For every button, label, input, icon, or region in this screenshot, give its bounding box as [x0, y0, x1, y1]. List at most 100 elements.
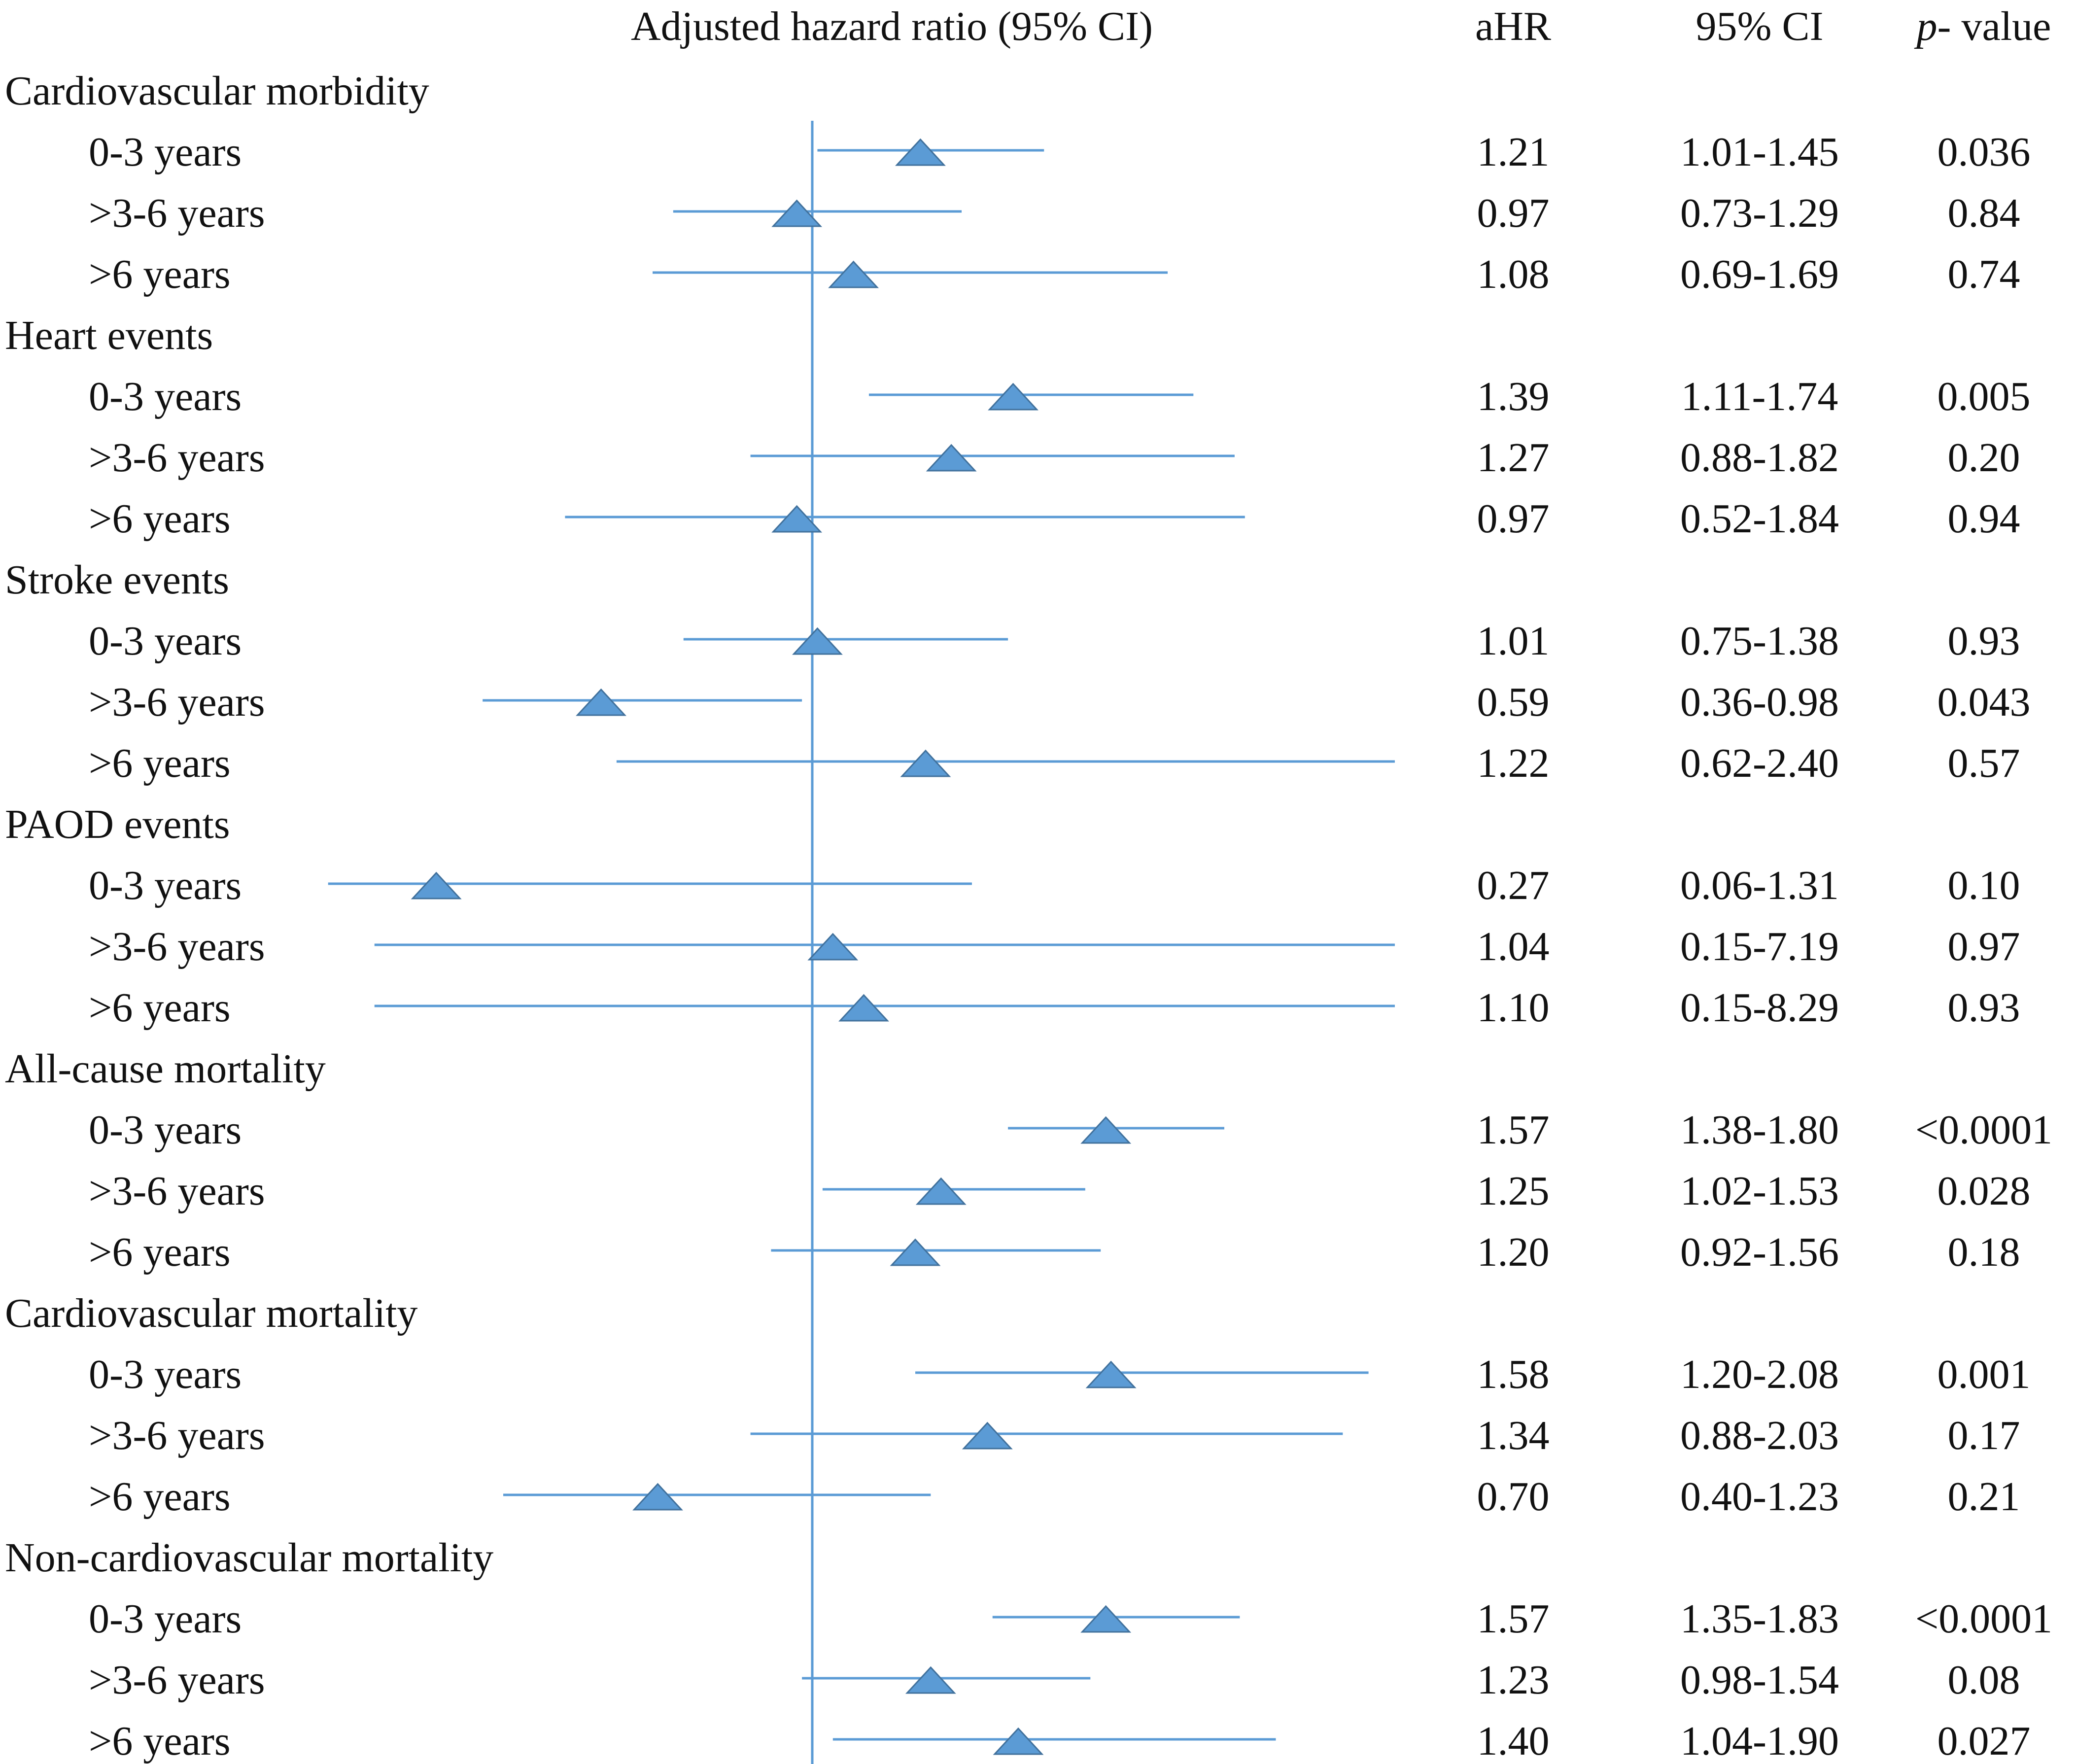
ci-value: 1.35-1.83	[1680, 1596, 1839, 1642]
row-label: >6 years	[89, 985, 231, 1031]
row-label: >6 years	[89, 496, 231, 542]
ahr-value: 1.34	[1477, 1413, 1550, 1458]
p-value: 0.001	[1937, 1351, 2031, 1397]
ci-value: 0.06-1.31	[1680, 863, 1839, 908]
hr-marker	[771, 199, 823, 227]
row-label: >3-6 years	[89, 1168, 265, 1214]
hr-marker	[1080, 1116, 1132, 1144]
row-label: 0-3 years	[89, 374, 242, 419]
hr-marker	[828, 260, 879, 288]
hr-marker	[1085, 1360, 1137, 1388]
group-label: Stroke events	[5, 557, 229, 603]
row-label: >3-6 years	[89, 679, 265, 725]
row-label: >3-6 years	[89, 1657, 265, 1703]
group-label: Non-cardiovascular mortality	[5, 1535, 494, 1581]
hr-marker	[988, 382, 1038, 411]
ci-value: 0.88-2.03	[1680, 1413, 1839, 1458]
row-label: 0-3 years	[89, 1107, 242, 1153]
p-value: 0.93	[1947, 985, 2020, 1031]
ci-value: 0.40-1.23	[1680, 1474, 1839, 1520]
hr-marker	[993, 1727, 1044, 1755]
p-value: 0.21	[1947, 1474, 2020, 1520]
hr-marker	[915, 1177, 967, 1205]
header-p-value: p- value	[1873, 6, 2076, 47]
ci-value: 1.02-1.53	[1680, 1168, 1839, 1214]
ahr-value: 1.10	[1477, 985, 1550, 1031]
hr-marker	[807, 933, 859, 961]
ahr-value: 1.23	[1477, 1657, 1550, 1703]
hr-marker	[890, 1238, 941, 1266]
ci-value: 1.11-1.74	[1681, 374, 1838, 419]
ahr-value: 1.39	[1477, 374, 1550, 419]
hr-marker	[632, 1483, 683, 1511]
row-label: >3-6 years	[89, 924, 265, 969]
row-label: >3-6 years	[89, 435, 265, 481]
hr-marker	[962, 1421, 1013, 1450]
group-label: Heart events	[5, 312, 213, 358]
hr-marker	[771, 505, 823, 533]
p-value: 0.08	[1947, 1657, 2020, 1703]
row-label: >6 years	[89, 1229, 231, 1275]
p-value: <0.0001	[1915, 1596, 2053, 1642]
ahr-value: 1.58	[1477, 1351, 1550, 1397]
hr-marker	[838, 994, 889, 1022]
hr-marker	[905, 1666, 956, 1694]
ahr-value: 1.57	[1477, 1107, 1550, 1153]
ci-value: 0.75-1.38	[1680, 618, 1839, 664]
row-label: >6 years	[89, 251, 231, 297]
group-label: All-cause mortality	[5, 1046, 326, 1092]
row-label: 0-3 years	[89, 1351, 242, 1397]
hr-marker	[895, 138, 946, 166]
hr-marker	[792, 627, 843, 655]
group-label: Cardiovascular mortality	[5, 1290, 418, 1336]
ahr-value: 1.08	[1477, 251, 1550, 297]
p-value: 0.17	[1947, 1413, 2020, 1458]
p-value: 0.93	[1947, 618, 2020, 664]
ahr-value: 1.01	[1477, 618, 1550, 664]
p-value: 0.027	[1937, 1718, 2031, 1764]
header-p-suffix: value	[1951, 3, 2051, 49]
p-value: 0.005	[1937, 374, 2031, 419]
ahr-value: 0.97	[1477, 190, 1550, 236]
ci-value: 0.73-1.29	[1680, 190, 1839, 236]
ahr-value: 1.20	[1477, 1229, 1550, 1275]
ahr-value: 1.40	[1477, 1718, 1550, 1764]
row-label: 0-3 years	[89, 1596, 242, 1642]
header-ahr: aHR	[1475, 3, 1551, 49]
row-label: >3-6 years	[89, 190, 265, 236]
row-label: >6 years	[89, 1474, 231, 1520]
ci-value: 0.62-2.40	[1680, 740, 1839, 786]
ahr-value: 1.27	[1477, 435, 1550, 481]
ahr-value: 0.97	[1477, 496, 1550, 542]
row-label: >6 years	[89, 740, 231, 786]
group-label: PAOD events	[5, 801, 230, 847]
group-label: Cardiovascular morbidity	[5, 68, 429, 114]
ahr-value: 1.04	[1477, 924, 1550, 969]
p-value: 0.10	[1947, 863, 2020, 908]
p-value: 0.036	[1937, 129, 2031, 175]
ahr-value: 0.27	[1477, 863, 1550, 908]
hr-marker	[576, 688, 626, 716]
ci-value: 1.01-1.45	[1680, 129, 1839, 175]
p-value: 0.84	[1947, 190, 2020, 236]
ci-value: 0.15-8.29	[1680, 985, 1839, 1031]
p-value: 0.57	[1947, 740, 2020, 786]
plot-title: Adjusted hazard ratio (95% CI)	[631, 3, 1153, 49]
ci-value: 1.38-1.80	[1680, 1107, 1839, 1153]
row-label: 0-3 years	[89, 863, 242, 908]
ahr-value: 1.57	[1477, 1596, 1550, 1642]
ci-value: 0.92-1.56	[1680, 1229, 1839, 1275]
row-label: 0-3 years	[89, 129, 242, 175]
row-label: >3-6 years	[89, 1413, 265, 1458]
ahr-value: 1.21	[1477, 129, 1550, 175]
p-value: <0.0001	[1915, 1107, 2053, 1153]
row-label: 0-3 years	[89, 618, 242, 664]
hr-marker	[926, 444, 977, 472]
ahr-value: 1.22	[1477, 740, 1550, 786]
row-label: >6 years	[89, 1718, 231, 1764]
ahr-value: 1.25	[1477, 1168, 1550, 1214]
ci-value: 0.69-1.69	[1680, 251, 1839, 297]
ci-value: 0.15-7.19	[1680, 924, 1839, 969]
